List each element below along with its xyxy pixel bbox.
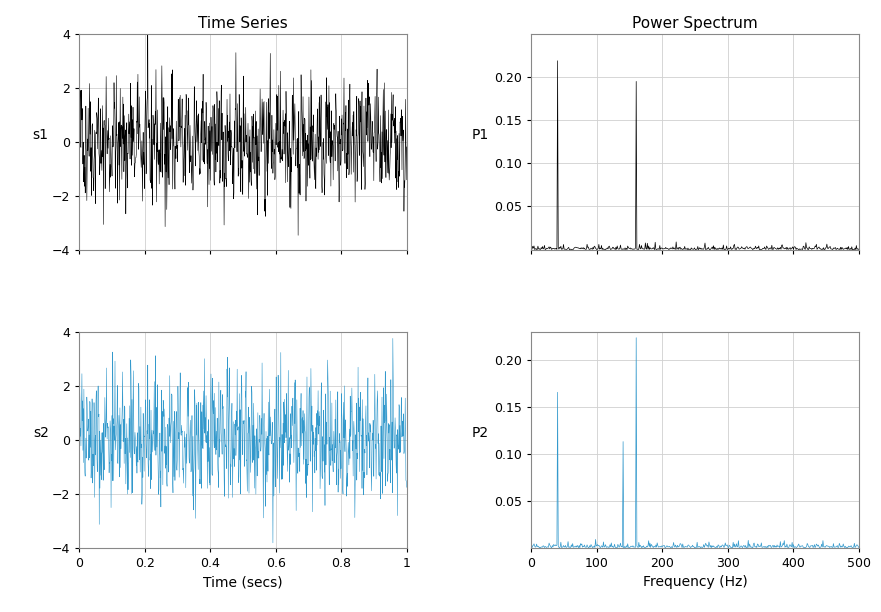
X-axis label: Frequency (Hz): Frequency (Hz) [643,575,748,589]
Y-axis label: s2: s2 [33,426,48,440]
X-axis label: Time (secs): Time (secs) [204,575,283,589]
Y-axis label: P2: P2 [472,426,489,440]
Title: Time Series: Time Series [198,16,288,31]
Title: Power Spectrum: Power Spectrum [633,16,758,31]
Y-axis label: s1: s1 [33,128,48,141]
Y-axis label: P1: P1 [472,128,489,141]
